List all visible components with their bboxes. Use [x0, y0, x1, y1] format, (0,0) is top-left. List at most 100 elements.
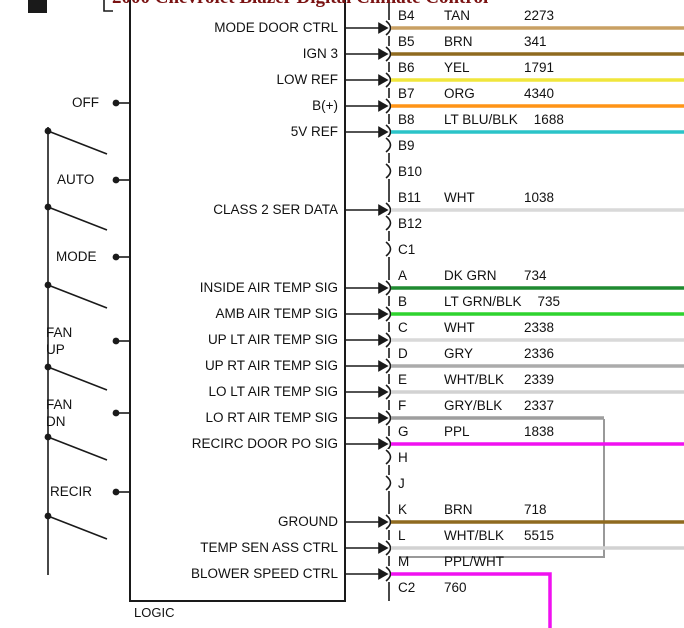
wire-color: TAN — [444, 7, 470, 23]
wire-color: LT GRN/BLK — [444, 293, 522, 309]
wire-color: WHT/BLK — [444, 371, 505, 387]
connector-row-l: L WHT/BLK 5515 — [398, 526, 554, 544]
arrowhead-icon — [378, 100, 389, 112]
arrowhead-icon — [378, 282, 389, 294]
switch-arm — [47, 436, 108, 461]
circuit-number: 1688 — [533, 111, 564, 127]
arrowhead-icon — [378, 22, 389, 34]
connector-row-b11: B11 WHT 1038 — [398, 188, 554, 206]
connector-row-b: B LT GRN/BLK 735 — [398, 292, 560, 310]
module-signal-label: AMB AIR TEMP SIG — [215, 306, 338, 321]
cavity-chevron-icon — [385, 566, 392, 582]
cavity-chevron-icon — [385, 306, 392, 322]
cavity-chevron-icon — [385, 137, 392, 153]
cavity-chevron-icon — [385, 46, 392, 62]
arrowhead-icon — [378, 74, 389, 86]
cavity-chevron-icon — [385, 475, 392, 491]
page-title: 2000 Chevrolet Blazer Digital Climate Co… — [112, 0, 488, 9]
pin-id: C2 — [398, 579, 416, 595]
switch-label-recir: RECIR — [50, 484, 93, 499]
arrowhead-icon — [378, 308, 389, 320]
connector-row-b6: B6 YEL 1791 — [398, 58, 554, 76]
switch-arm — [47, 366, 108, 391]
switch-label-fan-up: FAN UP — [46, 325, 73, 357]
connector-row-b5: B5 BRN 341 — [398, 32, 547, 50]
circuit-number: 5515 — [524, 527, 555, 543]
circuit-number: 1038 — [524, 189, 555, 205]
circuit-number: 718 — [524, 501, 547, 517]
cavity-chevron-icon — [385, 514, 392, 530]
circuit-number: 2336 — [524, 345, 555, 361]
connector-row-m: M PPL/WHT — [398, 552, 524, 570]
switch-arm — [47, 515, 108, 540]
wire-color: BRN — [444, 501, 473, 517]
wire-color: DK GRN — [444, 267, 497, 283]
pin-id: C1 — [398, 241, 416, 257]
arrowhead-icon — [378, 542, 389, 554]
module-signal-label: 5V REF — [290, 124, 338, 139]
wire-color: PPL — [444, 423, 470, 439]
wire-color: WHT — [444, 189, 475, 205]
switch-arm — [47, 284, 108, 309]
cavity-chevron-icon — [385, 358, 392, 374]
switch-arm — [47, 130, 108, 155]
logic-module-name: LOGIC — [134, 605, 175, 620]
cutoff-block-fragment — [28, 0, 47, 13]
pin-id: B12 — [398, 215, 423, 231]
module-signal-label: LO LT AIR TEMP SIG — [208, 384, 338, 399]
connector-row-c: C WHT 2338 — [398, 318, 554, 336]
pin-id: H — [398, 449, 408, 465]
module-signal-label: INSIDE AIR TEMP SIG — [199, 280, 338, 295]
module-signal-label: GROUND — [278, 514, 338, 529]
arrowhead-icon — [378, 438, 389, 450]
circuit-number: 2273 — [524, 7, 555, 23]
pin-id: B11 — [398, 189, 422, 205]
switch-contact-dots — [44, 99, 120, 520]
arrowhead-icon — [378, 386, 389, 398]
wire-color: PPL/WHT — [444, 553, 505, 569]
wire-color: BRN — [444, 33, 473, 49]
circuit-number: 1791 — [524, 59, 555, 75]
gray-wire-route — [399, 419, 605, 558]
circuit-number: 760 — [444, 579, 467, 595]
circuit-number: 2339 — [524, 371, 555, 387]
pin-id: B7 — [398, 85, 415, 101]
cavity-chevron-icon — [385, 241, 392, 257]
circuit-number: 734 — [524, 267, 547, 283]
switch-label-auto: AUTO — [57, 172, 95, 187]
connector-row-g: G PPL 1838 — [398, 422, 554, 440]
wire-color: ORG — [444, 85, 475, 101]
wire-color: GRY — [444, 345, 474, 361]
pin-id: B5 — [398, 33, 415, 49]
pin-id: B9 — [398, 137, 415, 153]
connector-row-b12: B12 — [398, 214, 444, 232]
connector-row-b9: B9 — [398, 136, 444, 154]
wire-color: WHT/BLK — [444, 527, 505, 543]
arrowhead-icon — [378, 204, 389, 216]
arrowhead-icon — [378, 334, 389, 346]
pin-id: B10 — [398, 163, 423, 179]
circuit-number: 1838 — [524, 423, 555, 439]
switch-label-fan-dn: FAN DN — [46, 397, 73, 429]
pin-id: A — [398, 267, 408, 283]
cutoff-wire-fragment — [103, 0, 113, 12]
pin-id: F — [398, 397, 407, 413]
wire-color: YEL — [444, 59, 470, 75]
arrowhead-icon — [378, 516, 389, 528]
circuit-number: 4340 — [524, 85, 555, 101]
pin-id: E — [398, 371, 408, 387]
cavity-chevron-icon — [385, 540, 392, 556]
wire-color: WHT — [444, 319, 475, 335]
module-signal-label: B(+) — [312, 98, 338, 113]
connector-row-j: J — [398, 474, 444, 492]
pin-id: J — [398, 475, 405, 491]
connector-row-f: F GRY/BLK 2337 — [398, 396, 554, 414]
connector-row-b10: B10 — [398, 162, 444, 180]
connector-row-b4: B4 TAN 2273 — [398, 6, 554, 24]
pin-id: B4 — [398, 7, 415, 23]
module-signal-label: TEMP SEN ASS CTRL — [200, 540, 338, 555]
wire-m-ppl-wht — [391, 572, 552, 628]
cavity-chevron-icon — [385, 384, 392, 400]
cavity-chevron-icon — [385, 410, 392, 426]
connector-row-b8: B8 LT BLU/BLK 1688 — [398, 110, 564, 128]
